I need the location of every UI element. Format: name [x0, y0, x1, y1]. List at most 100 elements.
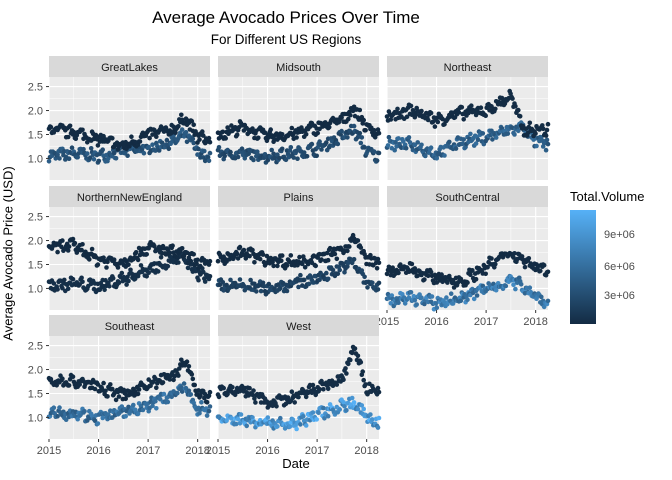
point-organic: [352, 346, 358, 351]
point-conventional: [314, 417, 320, 422]
point-conventional: [324, 140, 329, 145]
point-conventional: [528, 289, 534, 295]
point-organic: [348, 112, 353, 118]
point-organic: [247, 253, 252, 259]
x-tick-label: 2017: [474, 316, 498, 328]
point-conventional: [429, 294, 435, 299]
point-conventional: [253, 289, 259, 294]
point-organic: [355, 353, 361, 359]
point-organic: [189, 372, 195, 377]
legend-colorbar: [570, 210, 596, 324]
point-conventional: [175, 390, 180, 396]
point-organic: [54, 383, 59, 388]
point-conventional: [370, 417, 375, 422]
point-conventional: [428, 145, 434, 150]
point-conventional: [165, 263, 171, 269]
point-organic: [154, 385, 159, 391]
point-conventional: [135, 411, 141, 417]
point-organic: [445, 280, 450, 285]
point-conventional: [310, 410, 316, 415]
point-conventional: [458, 298, 464, 304]
x-tick-label: 2016: [86, 445, 110, 457]
point-conventional: [335, 271, 341, 277]
point-organic: [65, 248, 71, 253]
point-conventional: [412, 297, 418, 303]
point-conventional: [251, 157, 256, 163]
point-organic: [469, 103, 474, 108]
point-organic: [343, 366, 348, 371]
point-organic: [179, 112, 184, 118]
x-tick-label: 2016: [255, 445, 279, 457]
facet-strip-plains: [218, 186, 379, 207]
point-conventional: [283, 157, 289, 163]
point-organic: [255, 135, 261, 141]
point-conventional: [335, 141, 341, 147]
facet-strip-midsouth: [218, 56, 379, 77]
point-organic: [186, 364, 192, 369]
point-organic: [206, 135, 212, 141]
point-conventional: [474, 293, 480, 298]
point-organic: [465, 280, 470, 285]
point-conventional: [325, 276, 331, 282]
point-organic: [113, 397, 119, 403]
point-organic: [111, 257, 117, 263]
point-conventional: [344, 408, 349, 413]
point-organic: [225, 391, 230, 397]
point-conventional: [468, 131, 473, 137]
point-conventional: [237, 277, 243, 282]
point-organic: [302, 265, 308, 270]
point-organic: [274, 404, 279, 409]
point-conventional: [150, 142, 155, 147]
point-organic: [95, 262, 101, 267]
point-conventional: [516, 128, 521, 134]
point-conventional: [100, 147, 105, 152]
point-organic: [92, 386, 98, 392]
point-conventional: [442, 153, 447, 158]
point-organic: [173, 130, 178, 136]
point-organic: [204, 400, 210, 405]
point-organic: [341, 377, 346, 383]
point-conventional: [146, 270, 151, 276]
point-organic: [349, 350, 355, 356]
point-organic: [432, 124, 438, 129]
point-organic: [317, 386, 322, 392]
point-organic: [545, 269, 551, 275]
point-conventional: [448, 291, 454, 297]
point-conventional: [493, 135, 499, 140]
point-conventional: [279, 146, 285, 152]
point-conventional: [342, 270, 347, 275]
point-organic: [171, 377, 176, 383]
point-conventional: [55, 287, 60, 292]
point-organic: [499, 95, 505, 101]
point-organic: [279, 253, 285, 258]
point-conventional: [191, 140, 196, 146]
point-organic: [288, 253, 294, 258]
facet-strip-northeast: [387, 56, 548, 77]
point-organic: [250, 126, 255, 131]
point-organic: [357, 107, 363, 113]
point-conventional: [349, 395, 355, 401]
point-organic: [386, 264, 392, 270]
point-organic: [247, 385, 252, 391]
point-organic: [483, 271, 489, 277]
point-conventional: [503, 283, 509, 289]
point-conventional: [342, 404, 347, 409]
y-tick-label: 1.0: [28, 283, 43, 295]
point-conventional: [81, 146, 86, 152]
point-conventional: [164, 137, 170, 143]
point-organic: [79, 247, 84, 253]
point-organic: [80, 127, 85, 133]
point-organic: [116, 394, 122, 399]
point-conventional: [419, 295, 424, 301]
point-conventional: [75, 154, 80, 160]
point-conventional: [82, 409, 87, 414]
point-organic: [80, 242, 85, 247]
point-conventional: [265, 415, 271, 420]
point-conventional: [291, 155, 297, 160]
point-conventional: [309, 141, 315, 147]
point-organic: [466, 110, 471, 116]
point-conventional: [284, 288, 290, 294]
point-conventional: [258, 288, 264, 294]
point-conventional: [275, 424, 280, 429]
point-organic: [253, 400, 258, 405]
